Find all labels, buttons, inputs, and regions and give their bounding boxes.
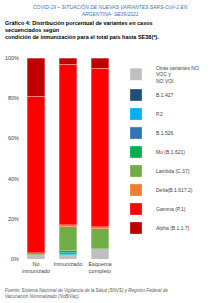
svg-text:B.1.427: B.1.427 [156,92,173,98]
svg-text:80%: 80% [8,95,19,101]
svg-text:Gráfico 4: Distribución porcen: Gráfico 4: Distribución porcentual de va… [5,20,159,40]
svg-text:B.1.526: B.1.526 [156,130,173,136]
svg-text:Lambda (C.37): Lambda (C.37) [156,168,190,174]
svg-text:100%: 100% [5,55,19,61]
svg-text:P.2: P.2 [156,111,163,117]
svg-text:Mu (B.1.621): Mu (B.1.621) [156,149,185,155]
svg-text:0%: 0% [11,256,19,262]
svg-text:60%: 60% [8,135,19,141]
svg-text:20%: 20% [8,216,19,222]
svg-text:Alpha (B.1.1.7): Alpha (B.1.1.7) [156,225,190,231]
svg-text:Esquemacompleto: Esquemacompleto [88,261,112,274]
svg-text:Otras variantes NOVOC yNO VOI: Otras variantes NOVOC yNO VOI [156,65,199,84]
svg-text:40%: 40% [8,176,19,182]
svg-text:Delta(B.1.617.2): Delta(B.1.617.2) [156,187,193,193]
svg-text:Gamma (P.1): Gamma (P.1) [156,206,186,212]
svg-text:Fuente: Sistema Nacional de Vi: Fuente: Sistema Nacional de Vigilancia d… [5,288,168,299]
svg-text:Noinmunizado: Noinmunizado [22,261,50,274]
svg-text:Inmunizado: Inmunizado [54,261,82,267]
svg-text:COVID-19 – SITUACIÓN DE NUEVAS: COVID-19 – SITUACIÓN DE NUEVAS VARIANTES… [33,4,188,17]
